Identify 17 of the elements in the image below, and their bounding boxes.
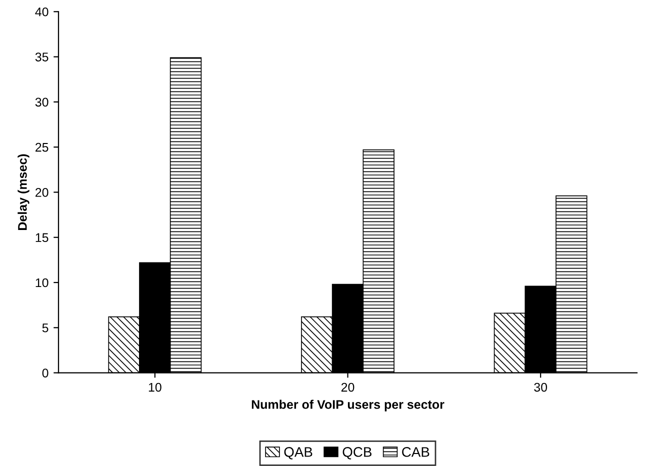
legend-label: CAB xyxy=(402,447,430,457)
y-tick-label: 15 xyxy=(36,233,48,242)
y-tick-label: 10 xyxy=(36,278,48,288)
legend-label: QCB xyxy=(342,447,372,460)
y-tick-label: 35 xyxy=(35,52,48,62)
legend-label: QAB xyxy=(284,447,312,460)
x-tick-label: 30 xyxy=(534,382,548,392)
y-axis-title: Delay (msec) xyxy=(18,154,30,230)
y-tick-label: 30 xyxy=(35,98,48,107)
y-tick-label: 0 xyxy=(42,368,48,378)
y-tick-label: 40 xyxy=(35,7,48,16)
y-tick-label: 20 xyxy=(36,188,48,197)
x-tick-label: 20 xyxy=(341,382,354,392)
x-axis-title: Number of VoIP users per sector xyxy=(252,400,444,412)
y-tick-label: 5 xyxy=(42,324,48,332)
x-tick-label: 10 xyxy=(148,382,162,392)
y-tick-label: 25 xyxy=(36,142,48,152)
